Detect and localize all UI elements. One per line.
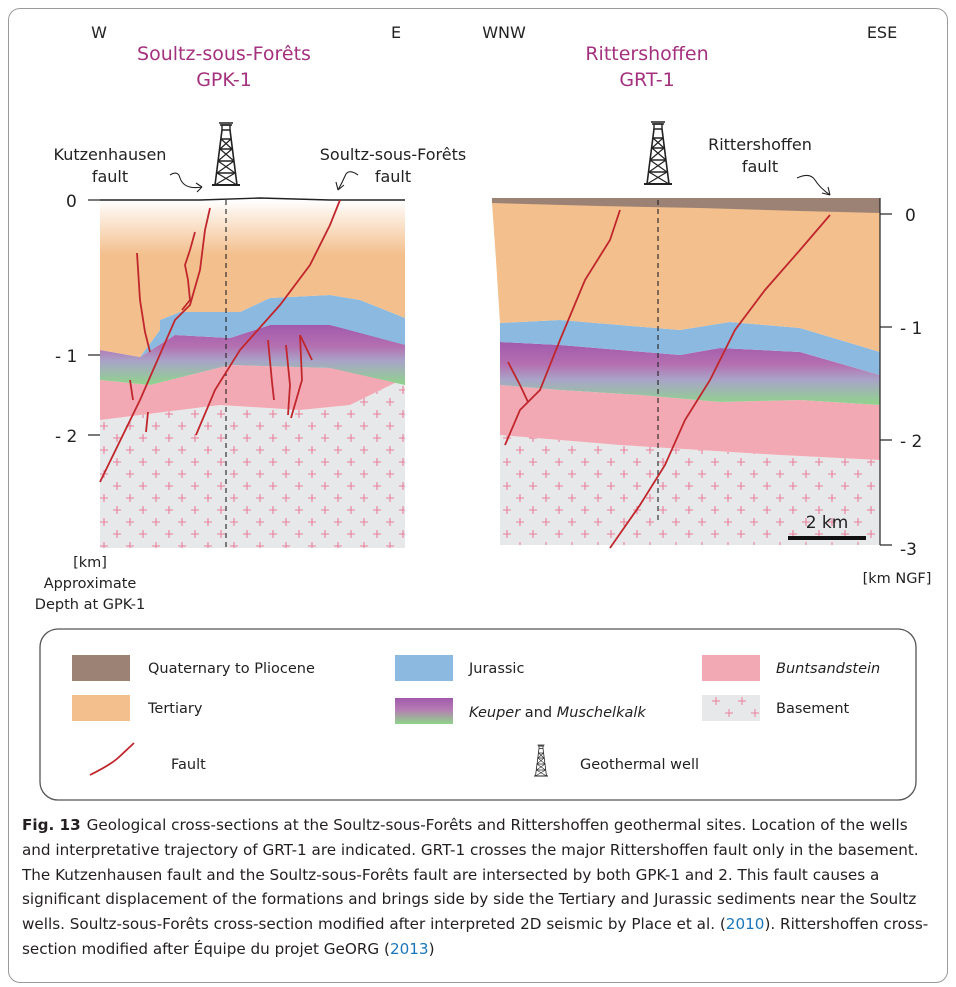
legend-swatch-keuper <box>395 698 453 724</box>
left-basement-crosses <box>100 378 405 548</box>
caption-text-3: ) <box>428 939 435 958</box>
kutzenhausen-fault-label-2: fault <box>92 167 128 186</box>
left-ground-surface <box>100 197 405 201</box>
legend-swatch-quaternary <box>72 655 130 681</box>
left-cross-section: W E Soultz-sous-Forêts GPK-1 <box>35 23 466 613</box>
left-axis-label-2: Approximate <box>44 576 137 592</box>
legend-label-basement: Basement <box>776 701 850 717</box>
left-keuper-layer <box>100 325 405 385</box>
legend-label-jurassic: Jurassic <box>468 661 524 677</box>
left-tick-2: - 2 <box>55 427 77 447</box>
left-well-site-title: Soultz-sous-Forêts <box>137 43 311 65</box>
soultz-pointer <box>337 171 359 191</box>
left-axis-label-3: Depth at GPK-1 <box>35 597 145 613</box>
left-tick-0: 0 <box>66 192 77 212</box>
rittershoffen-fault-label-2: fault <box>742 157 778 176</box>
legend-swatch-jurassic <box>395 655 453 681</box>
figure-frame <box>8 8 948 983</box>
caption-text-2: ). Rittershoffen cross-section modified … <box>22 915 929 958</box>
gpk1-derrick-icon <box>211 122 241 186</box>
caption-text-1: Geological cross-sections at the Soultz-… <box>22 816 919 934</box>
right-basement-crosses <box>500 435 880 545</box>
kutzenhausen-fault-label: Kutzenhausen <box>54 145 167 164</box>
legend-label-tertiary: Tertiary <box>147 701 203 717</box>
legend-label-buntsandstein: Buntsandstein <box>776 661 880 677</box>
right-depth-axis: 0 - 1 - 2 -3 [km NGF] <box>863 206 932 587</box>
rittershoffen-pointer-head <box>821 186 831 196</box>
legend-basement-crosses <box>712 697 759 717</box>
right-well-site-title: Rittershoffen <box>585 43 708 65</box>
left-faults <box>99 199 341 483</box>
left-buntsandstein-layer <box>100 365 405 420</box>
legend-swatch-buntsandstein <box>702 655 760 681</box>
scale-bar-label: 2 km <box>806 513 849 533</box>
rittershoffen-fault-label: Rittershoffen <box>708 135 812 154</box>
legend-label-and-word: and <box>520 705 557 721</box>
left-west-label: W <box>91 23 107 42</box>
legend-box <box>39 628 917 801</box>
left-well-name: GPK-1 <box>196 69 252 91</box>
grt1-derrick-icon <box>643 121 673 185</box>
right-tick-2: - 2 <box>900 432 922 452</box>
legend-label-fault: Fault <box>171 757 206 773</box>
left-tick-1: - 1 <box>55 347 77 367</box>
soultz-pointer-head <box>335 181 345 191</box>
right-buntsandstein-layer <box>500 385 880 460</box>
left-jurassic-layer <box>140 295 405 357</box>
caption-ref-place-2010[interactable]: 2010 <box>725 915 765 934</box>
right-quaternary-layer <box>492 198 880 213</box>
right-cross-section: WNW ESE Rittershoffen GRT-1 Rittershoffe… <box>482 23 931 587</box>
legend-swatch-basement <box>702 695 760 721</box>
right-tertiary-layer <box>492 203 880 352</box>
caption-ref-georg-2013[interactable]: 2013 <box>389 939 429 958</box>
right-axis-label: [km NGF] <box>863 571 932 587</box>
legend-label-muschelkalk-word: Muschelkalk <box>557 705 647 721</box>
legend-label-keuper-word: Keuper <box>469 705 521 721</box>
rittershoffen-pointer <box>796 174 831 196</box>
legend-fault-symbol <box>89 742 135 776</box>
legend: Quaternary to Pliocene Tertiary Jurassic… <box>39 628 917 801</box>
soultz-fault-label-2: fault <box>375 167 411 186</box>
kutzenhausen-pointer <box>169 172 203 189</box>
left-east-label: E <box>391 23 401 42</box>
right-tick-1: - 1 <box>900 319 922 339</box>
legend-label-keuper: Keuper and Muschelkalk <box>469 705 646 721</box>
caption-label: Fig. 13 <box>22 816 81 834</box>
right-faults <box>504 209 831 549</box>
legend-label-quaternary: Quaternary to Pliocene <box>148 661 315 677</box>
right-tick-0: 0 <box>905 206 916 226</box>
kutzenhausen-pointer-head <box>195 182 203 193</box>
legend-swatch-tertiary <box>72 695 130 721</box>
legend-label-well: Geothermal well <box>580 757 699 773</box>
right-east-label: ESE <box>867 23 897 42</box>
right-jurassic-layer <box>500 320 880 375</box>
left-surface-fade <box>100 200 405 255</box>
soultz-fault-label: Soultz-sous-Forêts <box>320 145 466 164</box>
right-west-label: WNW <box>482 23 526 42</box>
left-depth-axis: 0 - 1 - 2 [km] Approximate Depth at GPK-… <box>35 192 145 613</box>
right-well-name: GRT-1 <box>619 69 674 91</box>
figure-caption: Fig. 13 Geological cross-sections at the … <box>22 813 937 962</box>
right-keuper-layer <box>500 342 880 405</box>
left-axis-label-1: [km] <box>73 555 107 571</box>
right-tick-3: -3 <box>900 540 917 560</box>
cross-section-figure: W E Soultz-sous-Forêts GPK-1 <box>35 23 931 801</box>
